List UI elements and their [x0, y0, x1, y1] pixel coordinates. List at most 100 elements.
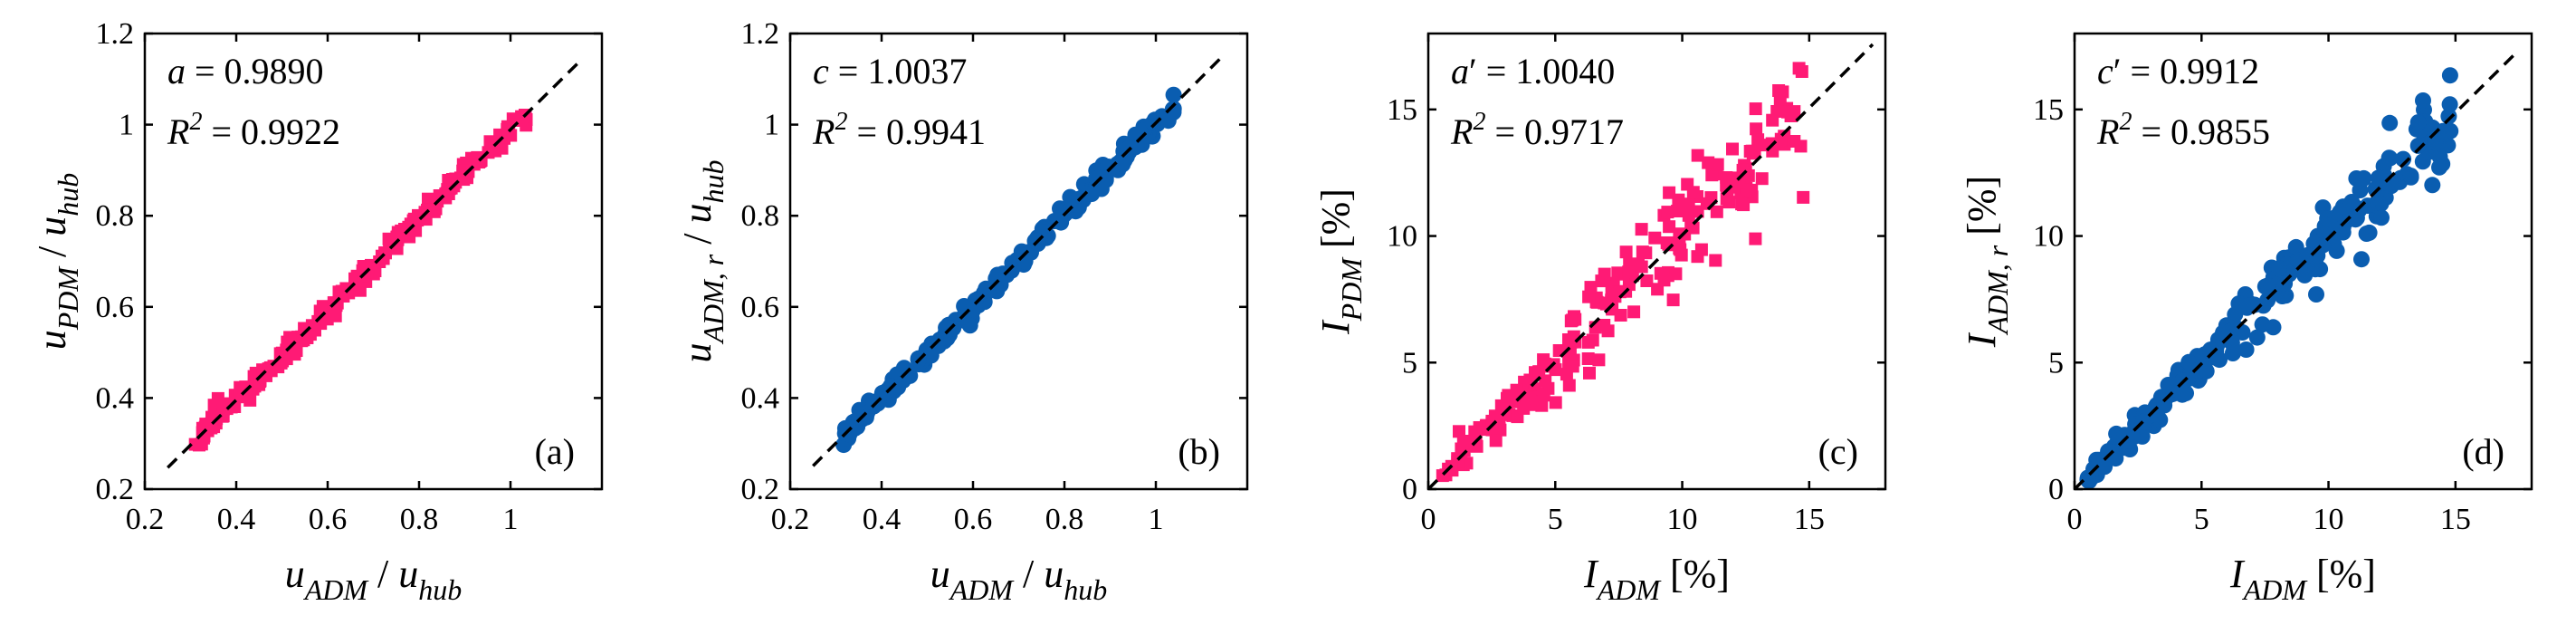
panel-a: 0.2 0.4 0.6 0.8 1 0.2 0.4 0.6 0.8 1 1.2 uADM / uhub…	[30, 17, 604, 606]
y-tick-label: 0.2	[741, 473, 780, 506]
data-point	[1671, 205, 1684, 217]
data-point	[1535, 399, 1549, 412]
fit-slope-annotation: a′ = 1.0040	[1451, 51, 1615, 91]
data-point	[2402, 168, 2419, 185]
data-point	[1657, 274, 1671, 287]
data-point	[1489, 434, 1503, 447]
data-point	[316, 311, 329, 324]
data-point	[2333, 220, 2351, 237]
x-tick-label: 0.6	[954, 503, 993, 536]
data-point	[2274, 288, 2291, 304]
panel-label: (d)	[2462, 431, 2504, 472]
data-point	[2415, 92, 2431, 109]
data-point	[442, 188, 455, 200]
x-tick-label: 10	[2314, 503, 2344, 536]
data-point	[377, 252, 390, 265]
y-tick-label: 1	[764, 109, 779, 142]
y-tick-label: 0.8	[741, 199, 780, 233]
fit-line	[812, 53, 1226, 467]
fit-slope-annotation: c′ = 0.9912	[2097, 51, 2259, 91]
data-point	[1542, 360, 1555, 373]
data-point	[1781, 105, 1794, 119]
fit-r2-annotation: R2 = 0.9717	[1450, 108, 1624, 152]
data-point	[2259, 277, 2276, 294]
panel-label: (b)	[1178, 431, 1220, 472]
data-point	[361, 261, 375, 274]
data-point	[283, 331, 297, 344]
data-point	[1453, 425, 1465, 438]
data-point	[1510, 383, 1523, 397]
data-point	[1672, 193, 1685, 207]
x-tick-label: 0.4	[863, 503, 902, 536]
data-point	[2381, 149, 2399, 167]
x-tick-label: 1	[1149, 503, 1164, 536]
y-tick-label: 0	[2048, 473, 2064, 506]
fit-r2-annotation: R2 = 0.9941	[812, 108, 986, 152]
data-point	[1083, 186, 1101, 202]
data-point	[998, 266, 1016, 284]
data-point	[2248, 329, 2266, 346]
data-point	[2308, 286, 2324, 303]
data-point	[1744, 183, 1758, 197]
data-point	[2116, 427, 2133, 444]
panel-c: 0 5 10 15 0 5 10 15 IADM [%] IPDM [%] a′ = 1.0040 R…	[1313, 32, 1887, 606]
data-point	[1581, 352, 1595, 365]
data-point	[1566, 360, 1579, 373]
data-point	[961, 317, 978, 334]
axes-frame	[143, 32, 604, 491]
x-axis-label: IADM [%]	[2229, 552, 2376, 606]
axes-frame	[1426, 32, 1887, 491]
data-point	[2370, 169, 2387, 187]
data-point	[1581, 335, 1595, 349]
data-point	[1694, 243, 1708, 256]
data-point	[495, 141, 509, 155]
data-point	[2355, 169, 2372, 187]
fit-r2-annotation: R2 = 0.9855	[2096, 108, 2270, 152]
data-point	[1627, 305, 1641, 319]
x-tick-label: 0.8	[1045, 503, 1084, 536]
data-point	[1663, 220, 1676, 234]
scatter-points-a	[188, 109, 533, 452]
data-point	[2440, 108, 2457, 125]
data-point	[2133, 428, 2151, 445]
data-point	[1549, 396, 1562, 409]
data-point	[2441, 67, 2458, 84]
data-point	[2156, 397, 2173, 414]
data-point	[390, 230, 404, 244]
y-tick-label: 15	[1387, 93, 1417, 127]
data-point	[1562, 379, 1576, 392]
data-point	[2439, 137, 2457, 154]
data-point	[1488, 409, 1502, 423]
data-point	[501, 122, 514, 136]
scatter-points-b	[835, 86, 1182, 454]
data-point	[1702, 156, 1715, 169]
data-point	[2208, 345, 2225, 362]
data-point	[2381, 114, 2399, 131]
y-tick-label: 0.6	[96, 291, 135, 324]
data-point	[1583, 366, 1596, 380]
x-tick-label: 0.8	[400, 503, 439, 536]
data-point	[1727, 180, 1741, 194]
data-point	[205, 421, 218, 435]
data-point	[851, 409, 868, 426]
data-point	[1145, 114, 1161, 131]
data-point	[1622, 265, 1636, 279]
y-axis-label: IADM, r [%]	[1960, 176, 2014, 348]
data-point	[2372, 195, 2390, 212]
axes-frame	[2073, 32, 2533, 491]
data-point	[1639, 246, 1653, 260]
data-point	[210, 410, 223, 423]
y-tick-label: 1	[119, 109, 134, 142]
data-point	[1601, 324, 1615, 338]
x-tick-label: 0.6	[309, 503, 348, 536]
x-tick-label: 1	[503, 503, 519, 536]
x-axis-label: uADM / uhub	[930, 552, 1108, 606]
fit-slope-annotation: a = 0.9890	[167, 51, 324, 91]
data-point	[1705, 168, 1719, 182]
data-point	[1666, 293, 1680, 307]
data-point	[288, 348, 301, 361]
data-point	[1648, 231, 1662, 245]
x-tick-label: 15	[1794, 503, 1825, 536]
data-point	[1532, 365, 1546, 379]
data-point	[1619, 245, 1633, 259]
